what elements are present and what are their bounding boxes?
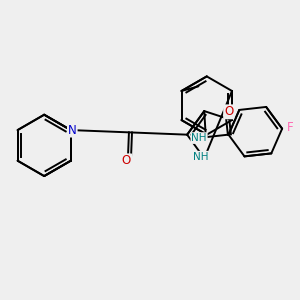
Text: NH: NH: [191, 133, 207, 143]
Text: NH: NH: [193, 152, 208, 162]
Text: N: N: [68, 124, 77, 136]
Text: O: O: [122, 154, 131, 167]
Text: O: O: [224, 105, 233, 118]
Text: F: F: [286, 121, 293, 134]
